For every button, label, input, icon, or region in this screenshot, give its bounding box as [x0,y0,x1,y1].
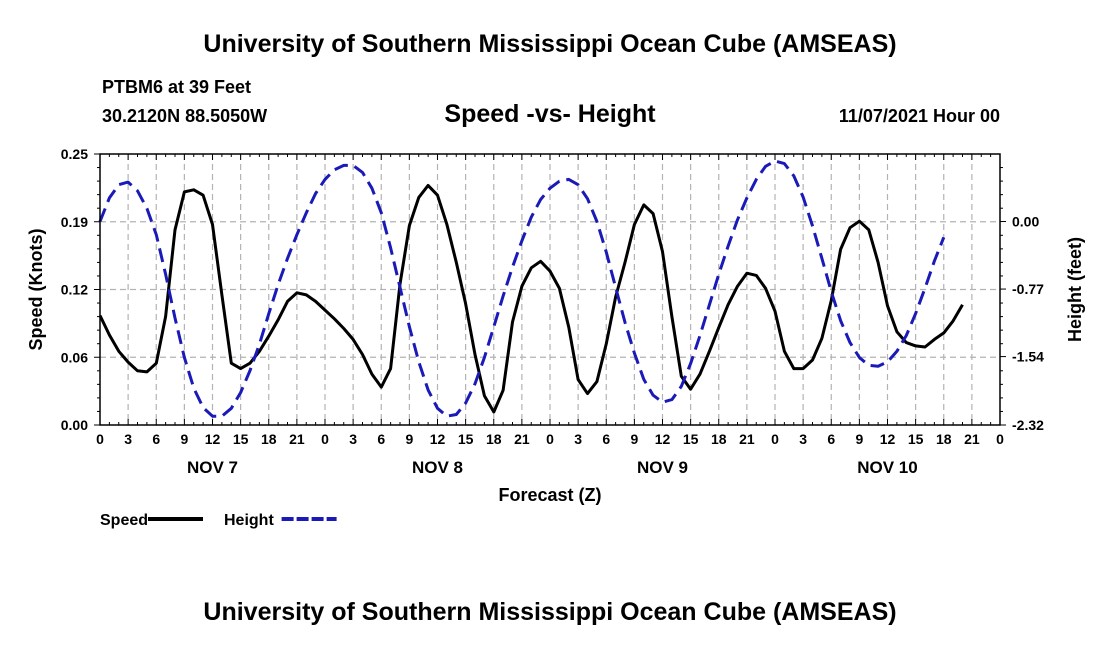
x-tick-label: 6 [602,431,610,447]
x-tick-label: 21 [739,431,755,447]
x-tick-label: 21 [514,431,530,447]
x-tick-label: 0 [546,431,554,447]
forecast-datetime: 11/07/2021 Hour 00 [838,106,1000,126]
page-title: University of Southern Mississippi Ocean… [203,30,897,58]
x-tick-label: 21 [964,431,980,447]
y-left-tick-label: 0.12 [61,282,88,298]
x-tick-label: 6 [827,431,835,447]
x-tick-label: 12 [655,431,671,447]
day-label: NOV 10 [857,458,917,477]
x-tick-label: 15 [458,431,474,447]
x-tick-label: 12 [880,431,896,447]
x-tick-label: 12 [205,431,221,447]
x-tick-label: 15 [683,431,699,447]
x-tick-label: 0 [96,431,104,447]
x-tick-label: 3 [124,431,132,447]
station-coordinates: 30.2120N 88.5050W [102,106,268,126]
y-right-tick-label: -2.32 [1012,417,1044,433]
chart-subtitle: Speed -vs- Height [444,100,656,128]
station-label: PTBM6 at 39 Feet [102,77,252,97]
day-label: NOV 9 [637,458,688,477]
grid-lines [100,154,1000,425]
x-tick-label: 3 [574,431,582,447]
x-tick-label: 3 [799,431,807,447]
x-axis-title: Forecast (Z) [498,485,601,505]
legend: Speed Height [100,512,337,529]
y-left-tick-label: 0.25 [61,146,88,162]
x-tick-label: 6 [152,431,160,447]
x-tick-label: 12 [430,431,446,447]
y-right-tick-label: 0.00 [1012,214,1039,230]
x-tick-label: 18 [936,431,952,447]
y-right-axis-title: Height (feet) [1065,237,1085,342]
axes: 0 3 6 9 12 15 18 21 0 3 6 9 12 15 18 21 0 3 6 9 12 15 18 21 0 3 6 9… [26,146,1085,505]
x-tick-label: 3 [349,431,357,447]
y-left-tick-label: 0.19 [61,214,88,230]
y-left-axis-title: Speed (Knots) [26,228,46,350]
series-line-height [98,159,946,418]
day-label: NOV 8 [412,458,463,477]
x-tick-label: 9 [180,431,188,447]
series-layer [98,159,964,418]
x-tick-label: 9 [405,431,413,447]
legend-label-height: Height [224,512,274,529]
x-tick-label: 18 [711,431,727,447]
x-tick-label: 9 [630,431,638,447]
x-tick-label: 0 [771,431,779,447]
x-tick-label: 0 [321,431,329,447]
y-left-tick-label: 0.00 [61,417,88,433]
y-left-tick-label: 0.06 [61,349,88,365]
x-tick-label: 15 [233,431,249,447]
day-label: NOV 7 [187,458,238,477]
y-right-tick-label: -0.77 [1012,281,1044,297]
x-tick-label: 21 [289,431,305,447]
footer-title: University of Southern Mississippi Ocean… [203,598,897,626]
x-tick-label: 15 [908,431,924,447]
x-tick-label: 6 [377,431,385,447]
series-line-speed [98,183,964,414]
legend-label-speed: Speed [100,512,148,529]
x-tick-label: 9 [855,431,863,447]
x-tick-label: 18 [261,431,277,447]
x-tick-label: 18 [486,431,502,447]
x-tick-label: 0 [996,431,1004,447]
y-right-tick-label: -1.54 [1012,349,1044,365]
